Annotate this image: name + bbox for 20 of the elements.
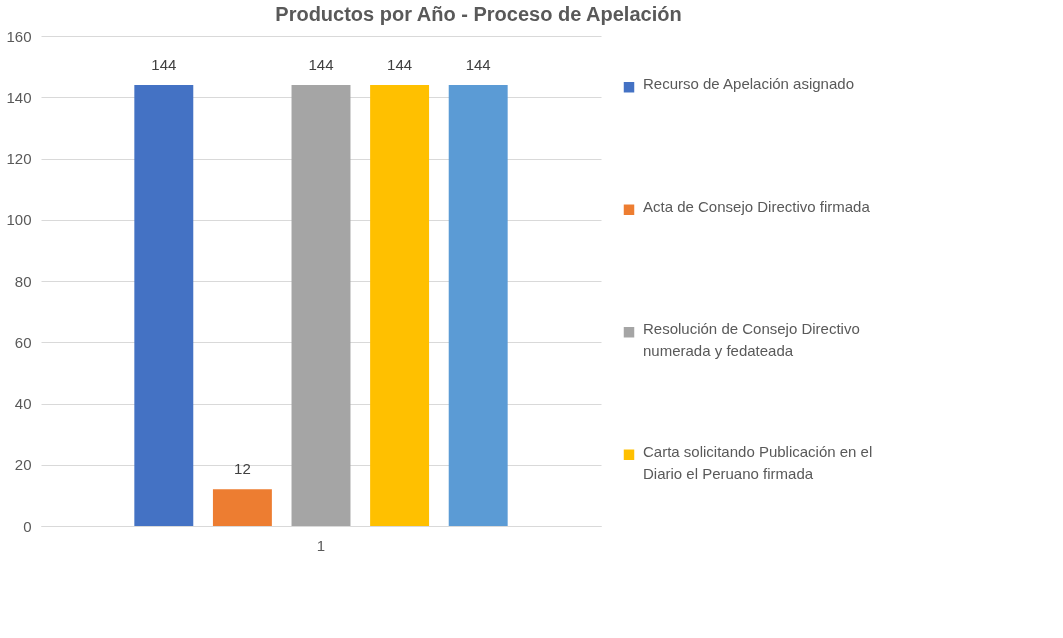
data-label: 144	[465, 56, 491, 73]
legend-label: Recurso de Apelación asignado	[643, 75, 854, 93]
y-tick-label: 80	[14, 272, 32, 290]
data-label: 144	[308, 56, 334, 73]
y-tick-label: 140	[6, 88, 32, 106]
x-tick-label: 1	[316, 536, 326, 554]
y-tick-label: 60	[14, 333, 32, 351]
legend-label: Resolución de Consejo Directivo numerada y fedateada	[643, 320, 860, 360]
data-label: 144	[151, 56, 177, 73]
y-tick-label: 120	[6, 150, 32, 167]
legend-label: Carta solicitando Publicación en el Diario el Peruano firmada	[643, 442, 873, 482]
y-tick-label: 100	[6, 211, 32, 229]
y-tick-label: 40	[14, 395, 32, 412]
data-label: 12	[234, 460, 251, 478]
y-tick-label: 160	[6, 27, 32, 45]
y-tick-label: 0	[23, 517, 32, 535]
y-tick-label: 20	[14, 456, 32, 474]
data-label: 144	[387, 56, 413, 73]
legend-label: Acta de Consejo Directivo firmada	[643, 197, 871, 215]
chart-title: Productos por Año - Proceso de Apelación	[275, 3, 682, 25]
